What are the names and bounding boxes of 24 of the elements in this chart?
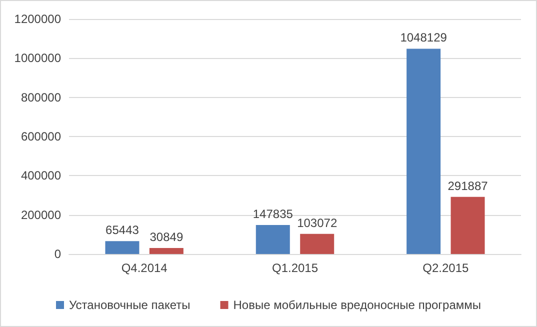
bar bbox=[450, 196, 485, 254]
data-label: 147835 bbox=[252, 207, 294, 222]
data-label: 291887 bbox=[448, 178, 488, 193]
legend-label: Новые мобильные вредоносные программы bbox=[233, 298, 482, 312]
bar bbox=[256, 225, 290, 254]
bar bbox=[300, 234, 334, 254]
y-tick-label: 1000000 bbox=[14, 51, 62, 66]
y-tick-label: 1200000 bbox=[14, 12, 62, 26]
bar bbox=[406, 48, 441, 254]
y-tick-label: 200000 bbox=[20, 208, 62, 222]
bar bbox=[105, 241, 140, 254]
data-label: 65443 bbox=[106, 223, 140, 238]
data-label: 1048129 bbox=[400, 30, 448, 45]
legend-label: Установочные пакеты bbox=[68, 298, 190, 312]
data-label: 30849 bbox=[150, 230, 184, 244]
data-label: 103072 bbox=[297, 216, 338, 230]
y-tick-label: 600000 bbox=[20, 130, 62, 144]
y-tick-label: 0 bbox=[54, 247, 62, 261]
x-tick-label: Q2.2015 bbox=[422, 261, 470, 275]
x-tick-label: Q4.2014 bbox=[121, 261, 168, 275]
y-tick-label: 400000 bbox=[20, 168, 62, 183]
bar bbox=[149, 248, 184, 254]
y-tick-label: 800000 bbox=[20, 90, 62, 104]
x-tick-label: Q1.2015 bbox=[272, 261, 318, 275]
